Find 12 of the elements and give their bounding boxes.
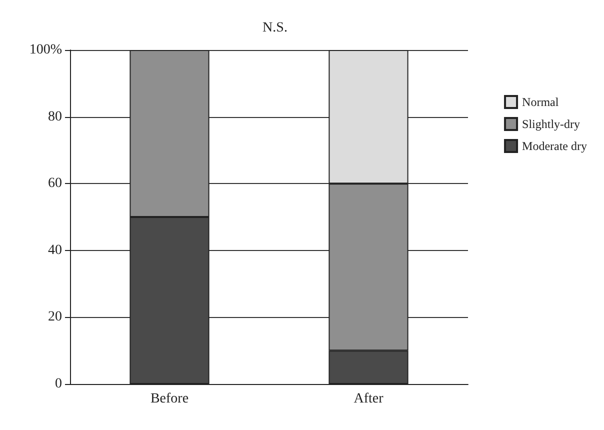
legend-label: Moderate dry [522,139,588,153]
y-tick-label: 80 [48,109,62,124]
y-tick-label: 20 [48,310,62,325]
chart-title: N.S. [262,20,288,36]
x-tick-label: After [354,392,384,406]
y-tick-label: 100% [29,42,62,58]
legend-label: Normal [522,95,560,109]
y-tick-label: 60 [48,176,62,192]
x-tick-label: Before [150,392,189,406]
legend-label: Slightly-dry [522,117,580,131]
y-tick-label: 40 [48,242,62,258]
y-tick-label: 0 [55,376,62,392]
